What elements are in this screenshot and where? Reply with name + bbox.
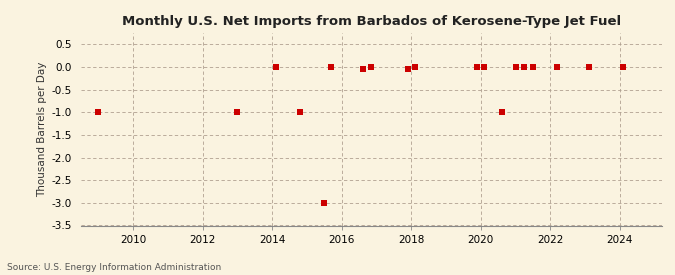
Text: Source: U.S. Energy Information Administration: Source: U.S. Energy Information Administ…	[7, 263, 221, 272]
Y-axis label: Thousand Barrels per Day: Thousand Barrels per Day	[37, 62, 47, 197]
Title: Monthly U.S. Net Imports from Barbados of Kerosene-Type Jet Fuel: Monthly U.S. Net Imports from Barbados o…	[122, 15, 621, 28]
